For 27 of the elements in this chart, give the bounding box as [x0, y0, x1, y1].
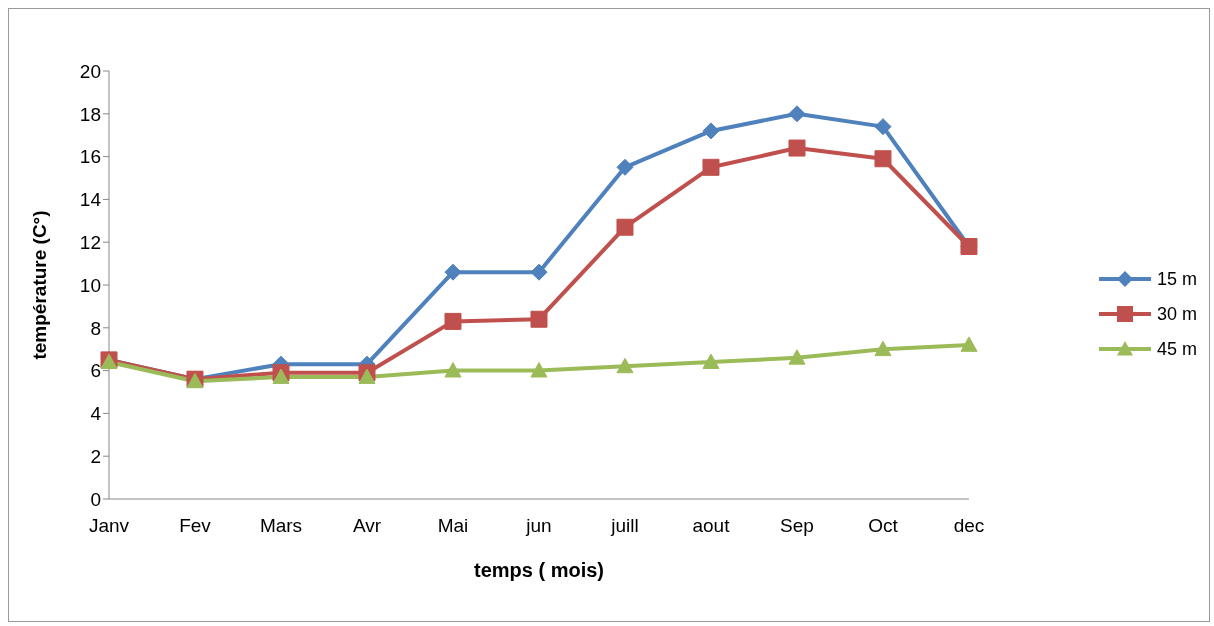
y-tick-label: 10	[79, 274, 101, 296]
x-tick-label: juill	[610, 515, 639, 537]
y-tick-label: 4	[90, 403, 102, 425]
x-tick-label: Sep	[780, 515, 814, 537]
y-tick-label: 14	[79, 189, 102, 211]
x-tick-label: Mars	[259, 515, 303, 537]
x-tick-label: Avr	[352, 515, 382, 537]
x-tick-label: Janv	[88, 515, 130, 537]
x-tick-label: Oct	[868, 515, 899, 537]
y-tick-label: 12	[79, 231, 101, 253]
y-tick-label: 2	[90, 445, 101, 467]
y-tick-label: 16	[79, 146, 101, 168]
y-axis-title: température (C°)	[28, 210, 50, 360]
y-tick-label: 0	[90, 488, 101, 510]
y-tick-label: 6	[90, 360, 101, 382]
x-tick-label: Fev	[179, 515, 212, 537]
x-tick-label: jun	[525, 515, 552, 537]
x-tick-label: dec	[953, 515, 985, 537]
x-axis-title: temps ( mois)	[473, 559, 604, 581]
y-tick-label: 18	[79, 103, 101, 125]
y-tick-label: 8	[90, 317, 101, 339]
legend-label: 15 m	[1156, 268, 1197, 290]
x-tick-label: Mai	[437, 515, 469, 537]
legend-label: 30 m	[1156, 303, 1197, 325]
x-tick-label: aout	[692, 515, 731, 537]
y-tick-label: 20	[79, 60, 101, 82]
legend-label: 45 m	[1156, 338, 1197, 360]
